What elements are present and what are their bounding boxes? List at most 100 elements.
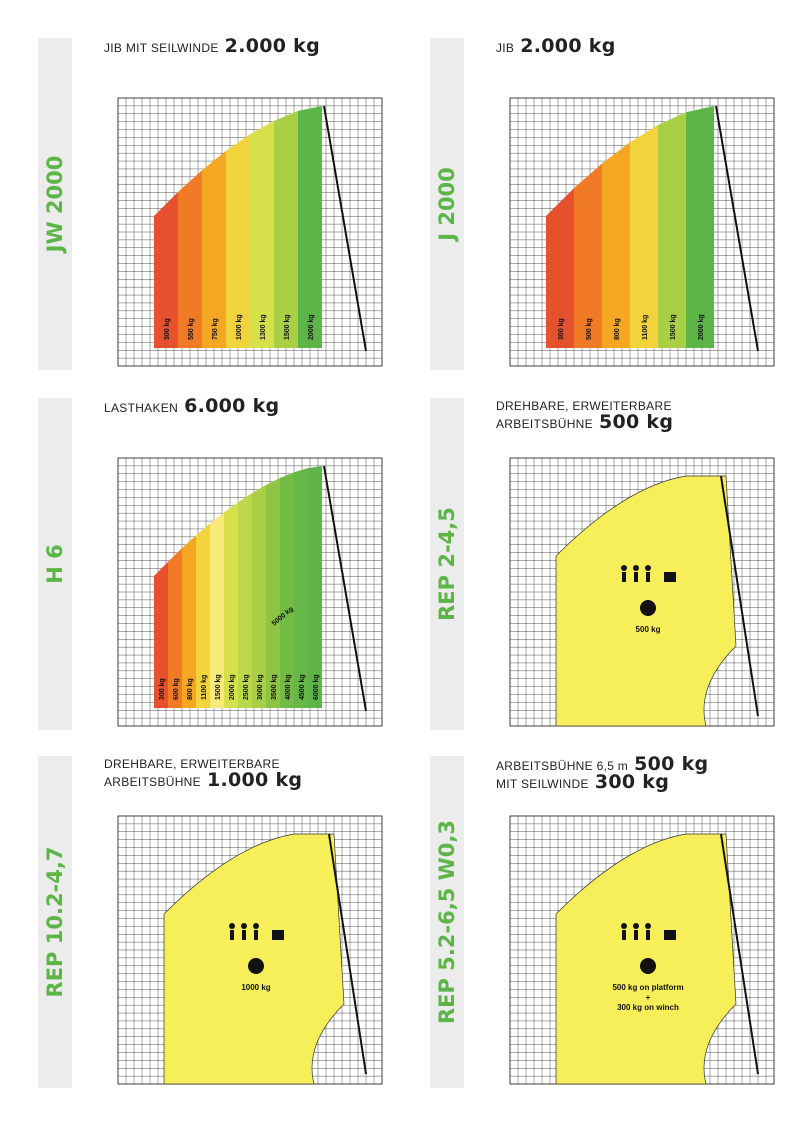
max-capacity-winch: 300 kg (594, 771, 670, 793)
load-band-label: 1000 kg (236, 314, 243, 340)
telescopic-boom (323, 465, 367, 712)
load-band-label: 300 kg (558, 318, 565, 340)
capacity-label: 500 kg on platform (612, 983, 683, 992)
attachment-name: LASTHAKEN (104, 401, 179, 415)
panel-header: JIB MIT SEILWINDE 2.000 kg (104, 35, 404, 57)
load-band-label: 1500 kg (670, 314, 677, 340)
weight-icon (640, 600, 656, 616)
chart-panel-rep52-65-w03: REP 5.2-6,5 W0,3 ARBEITSBÜHNE 6,5 m 500 k… (430, 755, 790, 1101)
max-capacity: 1.000 kg (206, 769, 303, 791)
load-band-label: 1500 kg (215, 674, 222, 700)
load-band-label: 500 kg (586, 318, 593, 340)
chart-frame (117, 97, 383, 367)
chart-panel-j2000: J 2000 JIB 2.000 kg 300 kg 500 kg 800 kg 110… (430, 37, 790, 383)
chart-panel-rep2-45: REP 2-4,5 DREHBARE, ERWEITERBARE ARBEITS… (430, 398, 790, 743)
load-chart-svg: 300 kg 550 kg 750 kg 1000 kg 1300 kg 1500 kg 2… (117, 97, 383, 367)
load-band-label: 2000 kg (308, 314, 315, 340)
load-band (202, 150, 226, 348)
model-code: REP 5.2-6,5 W0,3 (435, 819, 459, 1025)
attachment-name: JIB MIT SEILWINDE (104, 41, 219, 55)
load-band (274, 110, 298, 348)
model-code-badge: H 6 (38, 398, 72, 730)
load-band-label: 2000 kg (698, 314, 705, 340)
max-capacity: 500 kg (634, 753, 709, 775)
attachment-name-line1: ARBEITSBÜHNE 6,5 m (496, 759, 629, 773)
persons-load-icon (621, 565, 676, 582)
model-code-badge: JW 2000 (38, 38, 72, 370)
load-band-label: 800 kg (187, 678, 194, 700)
load-band (224, 502, 238, 708)
model-code: H 6 (43, 544, 67, 584)
load-band-label: 1100 kg (642, 315, 649, 340)
load-band (574, 163, 602, 348)
max-capacity: 2.000 kg (224, 35, 321, 57)
model-code-badge: REP 10.2-4,7 (38, 756, 72, 1088)
max-capacity: 6.000 kg (184, 395, 280, 417)
model-code-badge: REP 2-4,5 (430, 398, 464, 730)
chart-panel-rep102-47: REP 10.2-4,7 DREHBARE, ERWEITERBARE ARBE… (38, 756, 398, 1101)
attachment-name-line2: ARBEITSBÜHNE (104, 775, 201, 789)
load-band (658, 112, 686, 348)
load-band (602, 142, 630, 348)
load-band-label: 4000 kg (285, 674, 292, 700)
model-code-badge: REP 5.2-6,5 W0,3 (430, 756, 464, 1088)
load-band-label: 1500 kg (284, 314, 291, 340)
load-band-label: 3500 kg (271, 674, 278, 700)
weight-icon (640, 958, 656, 974)
load-band-label: 600 kg (173, 678, 180, 700)
telescopic-boom (323, 105, 367, 352)
load-chart: 300 kg 500 kg 800 kg 1100 kg 1500 kg 2000 kg (496, 86, 788, 378)
chart-panel-h6: H 6 LASTHAKEN 6.000 kg 300 kg 600 kg 800 kg… (38, 397, 398, 743)
load-band (252, 484, 266, 708)
weight-icon (248, 958, 264, 974)
telescopic-boom (328, 833, 367, 1075)
model-code: J 2000 (435, 167, 459, 241)
panel-header: LASTHAKEN 6.000 kg (104, 395, 404, 417)
load-chart: 1000 kg (104, 804, 396, 1096)
load-band (250, 120, 274, 348)
load-band (630, 124, 658, 348)
attachment-name: JIB (496, 41, 515, 55)
model-code: REP 2-4,5 (435, 507, 459, 621)
load-band (182, 535, 196, 708)
load-chart-svg: 500 kg on platform+300 kg on winch (509, 815, 775, 1085)
load-chart: 500 kg on platform +300 kg on winch (496, 804, 788, 1096)
load-band (546, 188, 574, 348)
load-chart-svg: 300 kg 500 kg 800 kg 1100 kg 1500 kg 2000 kg (509, 97, 775, 367)
capacity-label: + (646, 993, 651, 1002)
chart-panel-jw2000: JW 2000 JIB MIT SEILWINDE 2.000 kg 300 kg… (38, 37, 398, 383)
panel-header: JIB 2.000 kg (496, 35, 796, 57)
load-band-label: 750 kg (212, 318, 219, 340)
attachment-name-line2: MIT SEILWINDE (496, 777, 589, 791)
load-band (168, 548, 182, 708)
load-band (686, 106, 714, 348)
load-band-label: 4500 kg (299, 674, 306, 700)
load-chart-svg: 1000 kg (117, 815, 383, 1085)
load-band (294, 468, 308, 708)
load-band (178, 170, 202, 348)
max-capacity: 2.000 kg (520, 35, 616, 57)
load-chart: 300 kg 550 kg 750 kg 1000 kg 1300 kg 1500 kg 2… (104, 86, 396, 378)
telescopic-boom (715, 105, 759, 352)
load-band (238, 493, 252, 708)
capacity-label: 500 kg (636, 625, 661, 634)
load-band (298, 106, 322, 348)
model-code: REP 10.2-4,7 (43, 846, 67, 998)
telescopic-boom (720, 475, 759, 717)
load-chart-svg: 300 kg 600 kg 800 kg 1100 kg 1500 kg 2000 kg 2… (117, 457, 383, 727)
chart-frame (117, 457, 383, 727)
model-code-badge: J 2000 (430, 38, 464, 370)
load-band-label: 1100 kg (201, 675, 208, 700)
load-band-label: 1300 kg (260, 314, 267, 340)
panel-header: ARBEITSBÜHNE 6,5 m 500 kg MIT SEILWINDE 30… (496, 753, 796, 793)
load-band-label: 550 kg (188, 318, 195, 340)
load-chart: 500 kg (496, 446, 788, 738)
load-band-label: 800 kg (614, 318, 621, 340)
load-chart-svg: 500 kg (509, 457, 775, 727)
telescopic-boom (720, 833, 759, 1075)
load-band-label: 300 kg (159, 678, 166, 700)
load-band-label: 2000 kg (229, 674, 236, 700)
load-chart: 300 kg 600 kg 800 kg 1100 kg 1500 kg 2000 kg 2… (104, 446, 396, 738)
panel-header: DREHBARE, ERWEITERBARE ARBEITSBÜHNE 1.000… (104, 756, 404, 790)
load-band-label: 300 kg (164, 318, 171, 340)
